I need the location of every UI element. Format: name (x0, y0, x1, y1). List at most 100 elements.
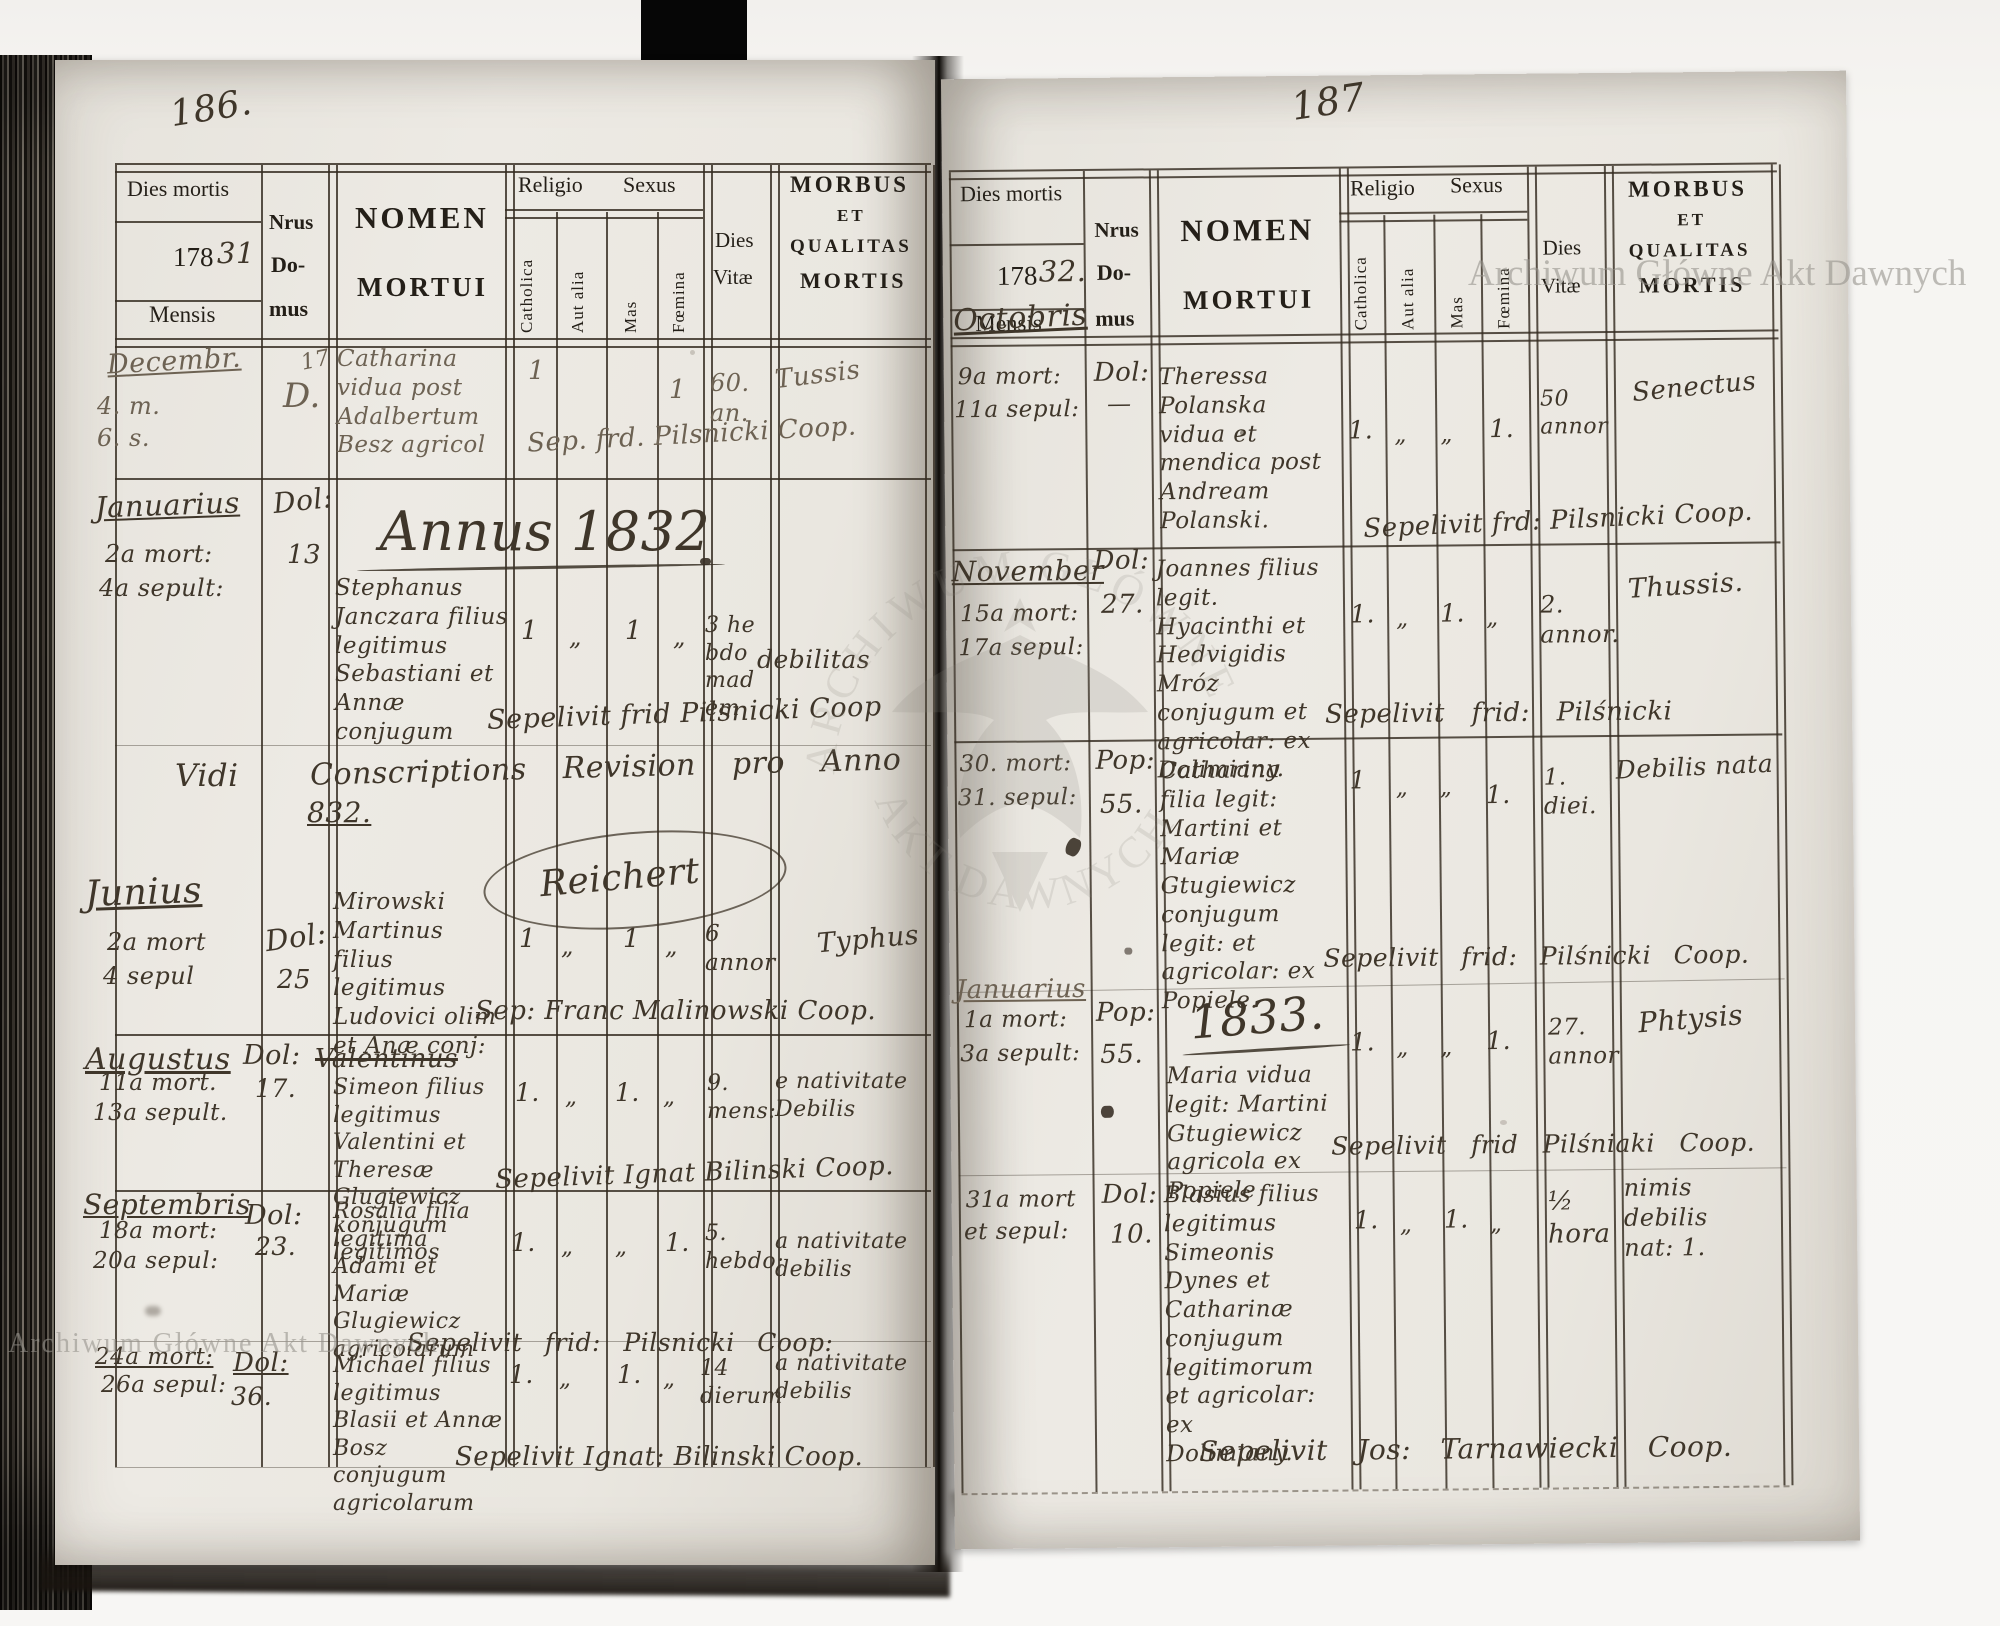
table-rule (556, 212, 558, 1467)
entry-burial-day: 4 sepul (103, 962, 195, 990)
entry-house-no: Dol: (245, 1200, 303, 1231)
entry-burial-day: et sepul: (963, 1218, 1069, 1246)
entry-death-day: 24a mort: (95, 1344, 214, 1370)
mark-foemina: „ (663, 1366, 676, 1392)
mark-mas: 1. (1443, 1204, 1469, 1234)
mark-aut-alia: „ (561, 932, 574, 960)
entry-house-mark: 25 (277, 965, 312, 995)
column-header-mus: mus (269, 296, 309, 321)
entry-house-no: Dol: (1101, 1179, 1158, 1210)
entry-morbus: Tussis (773, 354, 862, 396)
eagle-icon (892, 598, 1148, 912)
column-header-mas: Mas (621, 300, 640, 333)
year-heading-underline (357, 562, 725, 573)
entry-age: 60. an. (710, 369, 750, 427)
speck (1240, 430, 1246, 436)
column-header-mas: Mas (1447, 296, 1467, 329)
mark-mas: 1 (625, 616, 643, 646)
mark-foemina: 1. (1489, 413, 1515, 444)
entry-month: Decembr. (106, 342, 242, 381)
mark-aut-alia: „ (561, 1234, 574, 1260)
mark-catholica: 1. (515, 1078, 540, 1107)
entry-death-day: 18a mort: (99, 1218, 218, 1244)
column-header-mensis: Mensis (149, 302, 216, 327)
entry-house-mark: 10. (1109, 1219, 1154, 1250)
table-rule (770, 165, 780, 1467)
table-rule (115, 221, 261, 223)
entry-death-day: 2a mort: (105, 540, 213, 568)
entry-age: 1. diei. (1543, 764, 1597, 820)
column-header-sexus: Sexus (623, 172, 676, 197)
table-rule (261, 165, 263, 1467)
entry-burial-day: 6. s. (97, 424, 150, 452)
table-rule (1526, 166, 1550, 1488)
year-heading: 1833. (1188, 985, 1327, 1050)
mark-foemina: „ (1486, 605, 1499, 632)
entry-house-no: Dol: (1093, 357, 1150, 388)
entry-sepelivit: Sep. frd. Pilsnicki Coop. (526, 411, 858, 459)
column-header-mortis: MORTIS (800, 268, 907, 293)
entry-sepelivit: Sepelivit frid: Pilśnicki (1324, 696, 1673, 730)
table-rule (1770, 164, 1794, 1486)
column-header-mortui: MORTUI (357, 272, 489, 302)
entry-house-no: Dol: (233, 1348, 289, 1378)
entry-burial-day: 26a sepul: (101, 1372, 227, 1398)
column-header-dies-mortis: Dies mortis (959, 180, 1063, 207)
column-header-et: ET (1677, 210, 1707, 230)
printed-year: 178 (996, 260, 1038, 291)
table-rule (1603, 165, 1627, 1487)
mark-catholica: 1 (528, 356, 546, 386)
mark-catholica: 1. (1350, 1027, 1376, 1057)
column-header-foemina: Fœmina (669, 271, 688, 333)
mark-mas: 1. (617, 1360, 642, 1389)
mark-catholica: 1 (521, 616, 539, 646)
entry-morbus: debilitas (757, 645, 871, 674)
entry-house-mark: 36. (231, 1382, 273, 1411)
mark-foemina: 1 (669, 375, 687, 405)
column-header-mus: mus (1095, 305, 1135, 331)
revision-vidi: Vidi (175, 758, 239, 794)
entry-death-day: 11a mort. (99, 1070, 217, 1096)
mark-aut-alia: „ (565, 1084, 578, 1110)
entry-house-no: Dol: (262, 915, 329, 959)
mark-aut-alia: „ (1399, 1211, 1413, 1239)
entry-house-mark: 17. (255, 1074, 297, 1103)
mark-aut-alia: „ (1396, 605, 1409, 633)
entry-burial-day: 13a sepult. (93, 1100, 228, 1126)
year-heading: Annus 1832 (379, 500, 711, 563)
column-header-vitae: Vitæ (713, 265, 753, 289)
table-rule (115, 1190, 931, 1192)
entry-house-mark: 13 (287, 540, 322, 570)
mark-mas: „ (615, 1234, 628, 1260)
entry-age: 14 dierum (700, 1356, 783, 1409)
column-header-sexus: Sexus (1449, 171, 1503, 198)
mark-aut-alia: „ (1396, 1034, 1409, 1062)
table-rule (1383, 215, 1398, 1490)
column-header-et: ET (837, 206, 866, 225)
entry-name: Mirowski Martinus filius legitimus Ludov… (333, 889, 497, 1059)
entry-sepelivit: Sepelivit frid: Pilsnicki Coop: (407, 1328, 834, 1357)
mark-foemina: „ (663, 1084, 676, 1110)
speck (690, 350, 695, 355)
revision-signature: Reichert (538, 850, 702, 906)
entry-name: Michael filius legitimus Blasii et Annæ … (333, 1353, 503, 1516)
entry-house-mark: 55. (1100, 1039, 1144, 1070)
mark-foemina: 1. (665, 1228, 690, 1257)
mark-aut-alia: „ (559, 1366, 572, 1392)
table-rule (1338, 168, 1362, 1490)
handwritten-year: 31 (217, 236, 255, 270)
table-rule (703, 165, 713, 1467)
table-rule (505, 209, 703, 219)
column-header-dies: Dies (715, 228, 754, 252)
entry-name: Simeon filius legitimus Valentini et The… (333, 1075, 485, 1265)
entry-house-no: Dol: (243, 1040, 301, 1071)
entry-morbus: nimis debilis nat: 1. (1623, 1173, 1708, 1262)
table-rule (1433, 214, 1448, 1489)
mark-mas: 1 (623, 924, 641, 954)
table-rule (115, 478, 931, 480)
speck (1500, 1120, 1507, 1125)
mark-mas: „ (1440, 1034, 1453, 1061)
entry-age: 5. hebdo: (705, 1221, 785, 1274)
column-header-religio: Religio (518, 172, 583, 197)
table-rule (115, 163, 931, 173)
